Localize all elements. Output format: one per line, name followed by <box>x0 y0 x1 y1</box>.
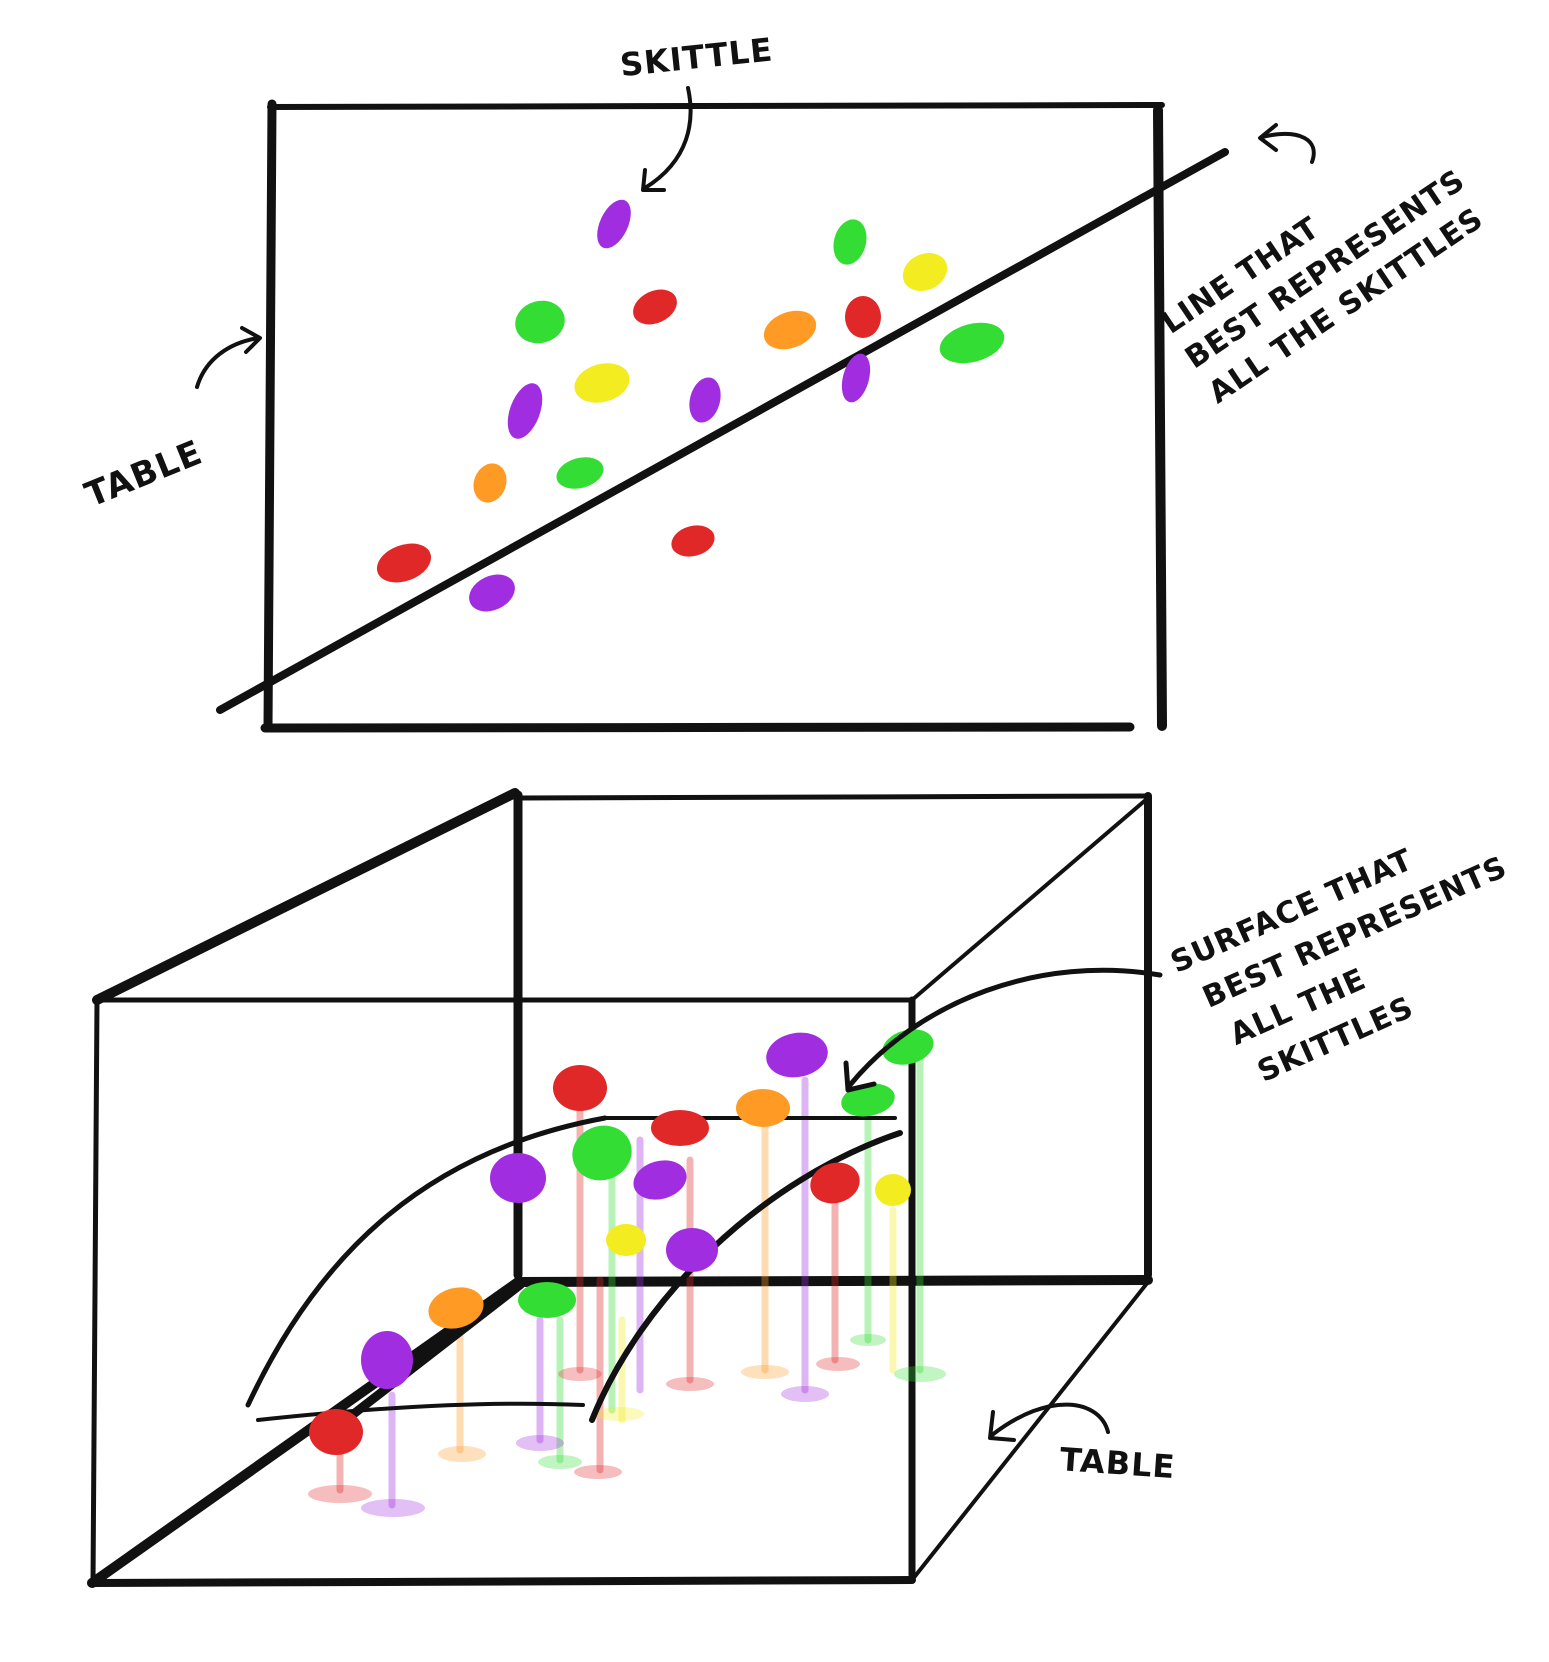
skittle <box>490 1153 546 1203</box>
top-regression-line <box>216 148 1229 714</box>
skittle <box>518 1282 576 1318</box>
skittle <box>841 353 871 403</box>
top-panel: SKITTLE TABLE LINE THAT BEST REPRESENTS … <box>80 30 1490 733</box>
skittle <box>507 383 543 439</box>
skittle <box>473 463 507 503</box>
skittle-arrow-head <box>641 168 666 192</box>
skittle <box>833 219 867 265</box>
skittle <box>553 1065 607 1111</box>
skittle <box>376 543 432 583</box>
skittle <box>763 310 817 350</box>
skittle-arrow <box>643 86 693 190</box>
skittle <box>633 289 677 325</box>
skittle-pole-bases <box>308 1334 946 1517</box>
skittle <box>766 1032 828 1078</box>
skittle <box>671 525 715 557</box>
surface-label: SURFACE THAT BEST REPRESENTS ALL THE SKI… <box>1165 842 1512 1089</box>
skittle <box>606 1224 646 1256</box>
skittle <box>689 377 721 423</box>
cube-frame <box>87 788 1153 1588</box>
top-table-label: TABLE <box>80 433 209 516</box>
line-label-arrow-head <box>1258 123 1278 152</box>
skittle <box>428 1287 484 1329</box>
skittle-poles <box>336 1056 924 1509</box>
surface-arrow-head <box>843 1060 877 1093</box>
top-table-arrow-head <box>240 326 262 354</box>
skittle <box>651 1110 709 1146</box>
skittle <box>736 1089 790 1127</box>
top-table-outline <box>260 99 1167 733</box>
bottom-table-arrow-head <box>988 1410 1016 1442</box>
skittle <box>845 296 881 338</box>
skittle <box>875 1174 911 1206</box>
top-table-arrow <box>195 336 260 389</box>
skittle <box>515 300 565 344</box>
skittle <box>810 1162 860 1204</box>
bottom-table-arrow <box>990 1402 1110 1437</box>
fitted-surface <box>245 1115 903 1445</box>
skittle <box>361 1331 413 1389</box>
surface-arrow <box>847 967 1163 1088</box>
skittle <box>633 1160 687 1200</box>
skittle <box>572 1125 632 1181</box>
top-skittles <box>376 199 1005 612</box>
bottom-table-label: TABLE <box>1059 1440 1177 1486</box>
skittle <box>666 1228 718 1272</box>
skittle-label: SKITTLE <box>618 30 775 84</box>
skittle <box>574 363 630 403</box>
line-label-arrow <box>1260 132 1316 164</box>
skittle <box>939 322 1005 364</box>
skittle <box>556 457 604 489</box>
skittle <box>469 574 515 612</box>
line-label: LINE THAT BEST REPRESENTS ALL THE SKITTL… <box>1155 163 1490 411</box>
skittle <box>309 1409 363 1455</box>
skittle <box>597 199 631 249</box>
skittle <box>841 1083 895 1117</box>
bottom-panel: SURFACE THAT BEST REPRESENTS ALL THE SKI… <box>87 788 1513 1588</box>
skittle <box>902 253 948 291</box>
